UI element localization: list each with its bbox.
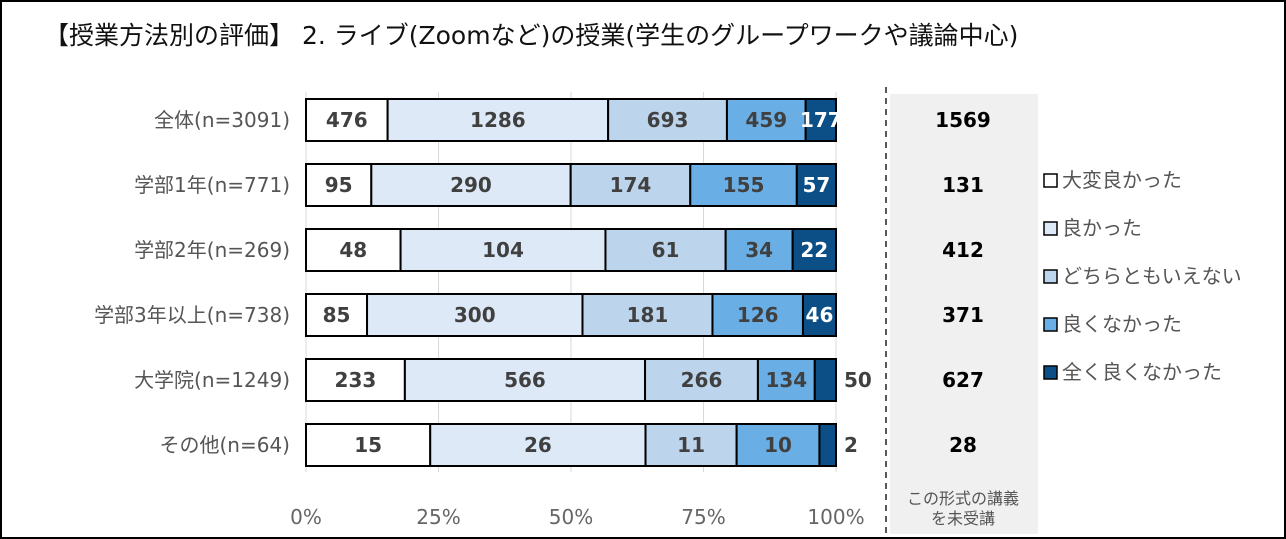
bar-segment — [366, 293, 584, 337]
data-label: 300 — [454, 303, 496, 327]
data-label: 46 — [806, 303, 834, 327]
x-tick-label: 50% — [549, 505, 593, 529]
bar-segment — [724, 228, 794, 272]
not-taken-label: を未受講 — [931, 509, 995, 528]
bar-segment — [725, 98, 807, 142]
not-taken-label: この形式の講義 — [907, 489, 1019, 508]
bar-segment — [305, 163, 373, 207]
legend-swatch — [1043, 269, 1058, 284]
data-label: 15 — [354, 433, 382, 457]
not-taken-column-bg — [890, 94, 1038, 534]
not-taken-value: 131 — [942, 173, 984, 197]
not-taken-value: 627 — [942, 368, 984, 392]
bar-segment — [756, 358, 816, 402]
data-label: 22 — [800, 238, 828, 262]
data-label: 61 — [652, 238, 680, 262]
category-label: その他(n=64) — [160, 433, 291, 457]
data-label: 459 — [745, 108, 787, 132]
legend-swatch — [1043, 221, 1058, 236]
data-label: 1286 — [470, 108, 526, 132]
category-label: 全体(n=3091) — [154, 108, 290, 132]
data-label: 181 — [627, 303, 669, 327]
bar-segment — [370, 163, 572, 207]
data-label: 11 — [677, 433, 705, 457]
data-label: 476 — [326, 108, 368, 132]
bar-segment — [305, 228, 402, 272]
data-label: 48 — [339, 238, 367, 262]
bar-segment — [607, 98, 728, 142]
bar-segment — [801, 293, 838, 337]
bar-segment — [711, 293, 804, 337]
data-label: 177 — [800, 108, 842, 132]
data-label: 566 — [504, 368, 546, 392]
bar-segment — [386, 98, 610, 142]
legend-label: 全く良くなかった — [1062, 360, 1222, 384]
bar-segment — [644, 423, 738, 467]
category-label: 学部2年(n=269) — [134, 238, 290, 262]
data-label: 10 — [764, 433, 792, 457]
x-tick-label: 75% — [681, 505, 725, 529]
bar-segment — [813, 358, 837, 402]
not-taken-value: 412 — [942, 238, 984, 262]
bar-segment — [735, 423, 821, 467]
chart-title: 【授業方法別の評価】 2. ライブ(Zoomなど)の授業(学生のグループワークや… — [44, 21, 1019, 50]
legend-swatch — [1043, 317, 1058, 332]
data-label: 174 — [610, 173, 652, 197]
data-label: 2 — [844, 433, 858, 457]
bar-segment — [305, 98, 389, 142]
bar-segment — [795, 163, 838, 207]
legend-swatch — [1043, 173, 1058, 188]
not-taken-value: 371 — [942, 303, 984, 327]
data-label: 233 — [335, 368, 377, 392]
bar-segment — [689, 163, 798, 207]
legend-label: 良かった — [1062, 216, 1142, 240]
data-label: 26 — [524, 433, 552, 457]
x-tick-label: 100% — [807, 505, 864, 529]
legend-label: どちらともいえない — [1062, 264, 1242, 288]
bar-segment — [804, 98, 837, 142]
data-label: 134 — [765, 368, 807, 392]
data-label: 290 — [450, 173, 492, 197]
x-tick-label: 25% — [416, 505, 460, 529]
legend-swatch — [1043, 365, 1058, 380]
data-label: 266 — [681, 368, 723, 392]
bar-segment — [569, 163, 692, 207]
category-label: 学部1年(n=771) — [134, 173, 290, 197]
legend-label: 大変良かった — [1062, 168, 1182, 192]
not-taken-value: 28 — [949, 433, 977, 457]
data-label: 155 — [723, 173, 765, 197]
category-label: 大学院(n=1249) — [134, 368, 290, 392]
bar-segment — [305, 293, 369, 337]
data-label: 95 — [325, 173, 353, 197]
data-label: 34 — [745, 238, 773, 262]
bar-segment — [791, 228, 838, 272]
data-label: 104 — [482, 238, 524, 262]
data-label: 57 — [802, 173, 830, 197]
data-label: 693 — [647, 108, 689, 132]
bar-segment — [644, 358, 759, 402]
bar-segment — [818, 423, 837, 467]
bar-segment — [604, 228, 727, 272]
bar-segment — [403, 358, 647, 402]
bar-segment — [305, 358, 406, 402]
data-label: 126 — [737, 303, 779, 327]
category-label: 学部3年以上(n=738) — [94, 303, 290, 327]
data-label: 85 — [323, 303, 351, 327]
bar-segment — [399, 228, 607, 272]
legend-label: 良くなかった — [1062, 312, 1182, 336]
data-label: 50 — [844, 368, 872, 392]
not-taken-value: 1569 — [935, 108, 991, 132]
x-tick-label: 0% — [290, 505, 322, 529]
